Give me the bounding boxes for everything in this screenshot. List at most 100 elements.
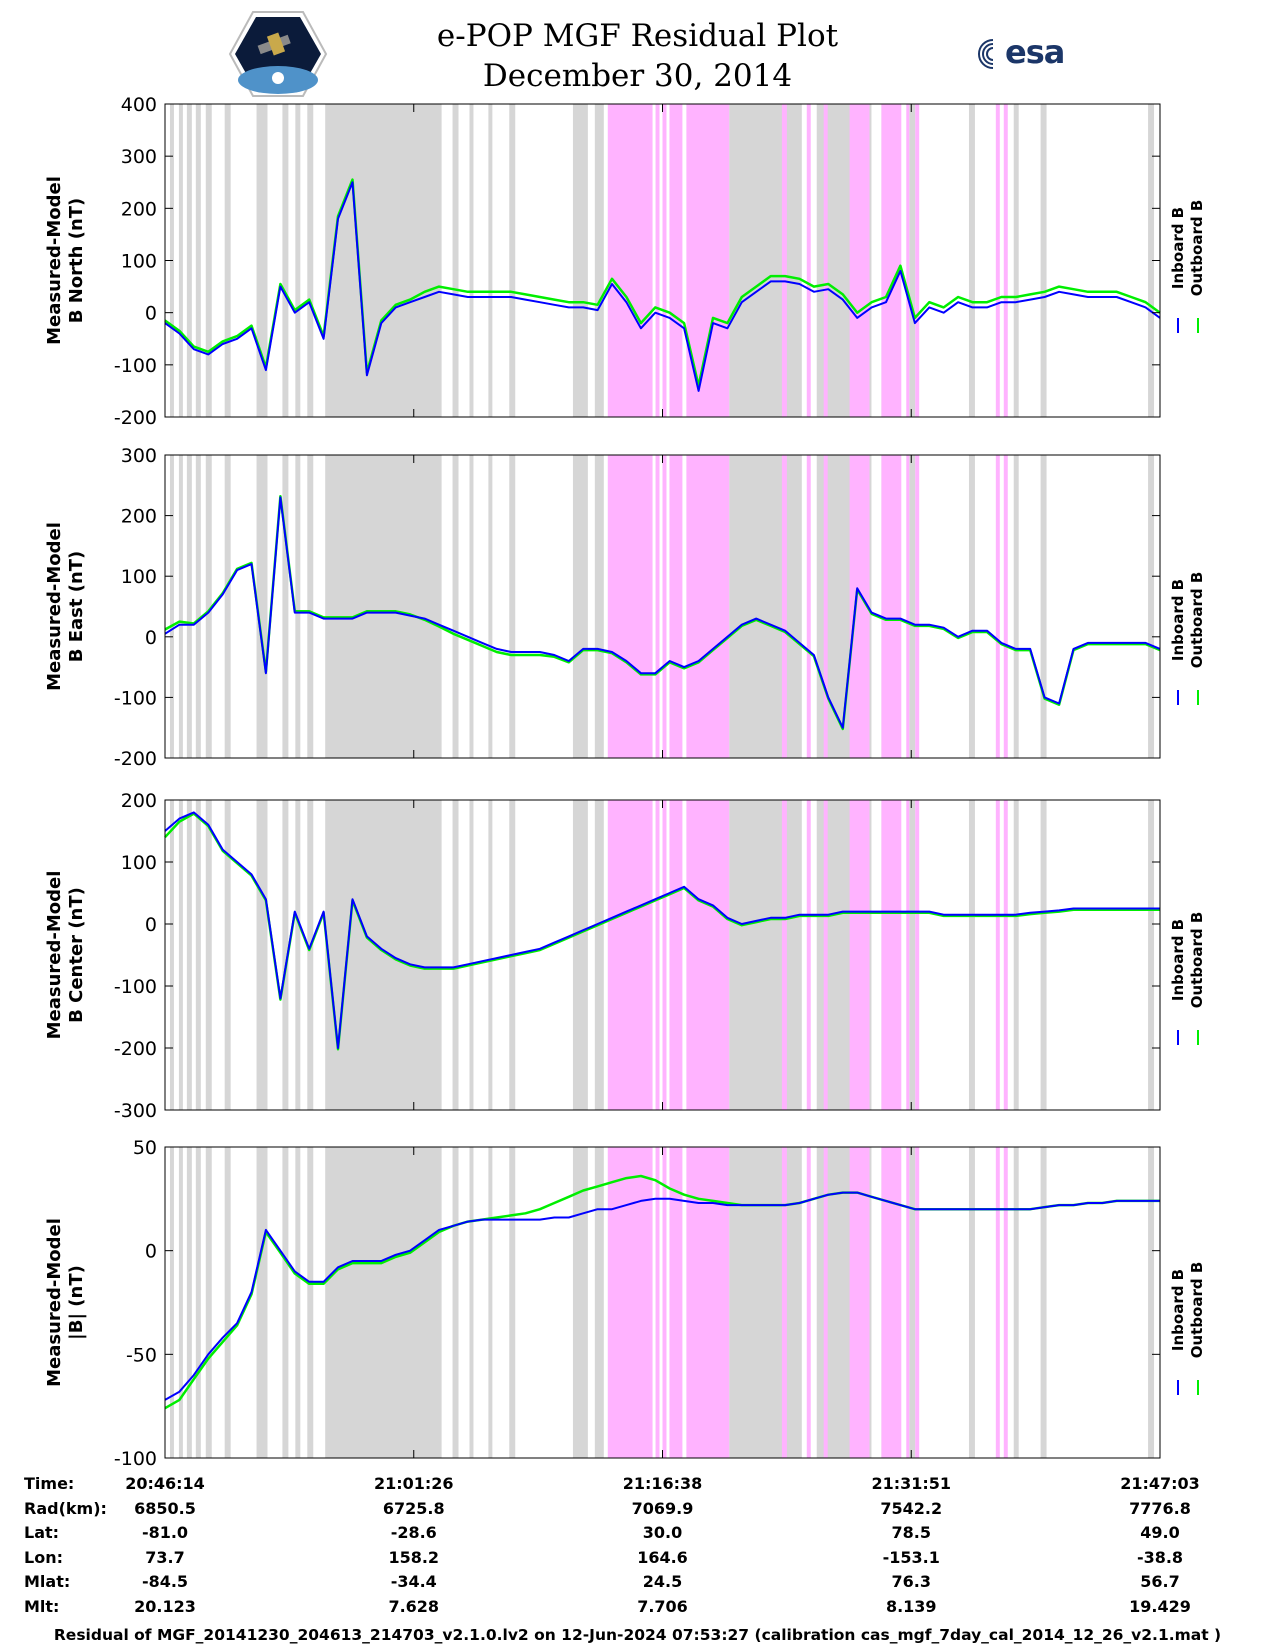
- legend-outboard-label: Outboard B: [1188, 1262, 1206, 1359]
- gray-band: [1013, 455, 1019, 758]
- table-row-label: Time:: [24, 1474, 75, 1493]
- y-axis-label-line1: Measured-Model: [44, 176, 65, 345]
- magenta-band: [915, 800, 920, 1110]
- gray-band: [195, 800, 201, 1110]
- table-cell: 6850.5: [134, 1498, 196, 1518]
- gray-band: [572, 1147, 588, 1458]
- series-inboard: [164, 1191, 1160, 1401]
- gray-band: [488, 800, 493, 1110]
- legend-inboard-label: Inboard B: [1169, 919, 1187, 1001]
- table-cell: 7542.2: [880, 1498, 943, 1518]
- gray-band: [572, 104, 588, 417]
- table-cell: 30.0: [642, 1523, 683, 1542]
- gray-band: [256, 455, 268, 758]
- magenta-band: [823, 455, 828, 758]
- y-tick-label: -200: [114, 1038, 157, 1060]
- y-tick-label: -100: [114, 355, 157, 377]
- magenta-band: [669, 800, 683, 1110]
- magenta-band: [655, 1147, 660, 1458]
- table-row-label: Mlt:: [24, 1596, 60, 1616]
- magenta-band: [655, 455, 660, 758]
- y-tick-label: -100: [114, 976, 157, 998]
- footer-note: Residual of MGF_20141230_204613_214703_v…: [53, 1626, 1222, 1644]
- magenta-band: [662, 800, 667, 1110]
- gray-band: [452, 455, 459, 758]
- gray-band: [325, 800, 442, 1110]
- magenta-band: [849, 800, 870, 1110]
- gray-band: [1148, 1147, 1155, 1458]
- gray-band: [295, 455, 301, 758]
- table-cell: -34.4: [390, 1572, 437, 1591]
- magenta-band: [849, 455, 870, 758]
- gray-band: [186, 104, 192, 417]
- gray-band: [1040, 1147, 1047, 1458]
- gray-band: [195, 104, 201, 417]
- gray-band: [256, 104, 268, 417]
- table-cell: -81.0: [141, 1523, 189, 1542]
- gray-band: [295, 1147, 301, 1458]
- y-tick-label: -100: [114, 1448, 157, 1470]
- table-cell: 158.2: [388, 1547, 440, 1567]
- gray-band: [509, 455, 516, 758]
- table-cell: 73.7: [145, 1547, 185, 1567]
- table-cell: 49.0: [1140, 1523, 1180, 1542]
- gray-band: [169, 800, 174, 1110]
- magenta-band: [781, 104, 787, 417]
- gray-band: [572, 800, 588, 1110]
- table-cell: 7776.8: [1129, 1498, 1191, 1518]
- gray-band: [488, 455, 493, 758]
- esa-logo-text: esa: [1005, 33, 1065, 71]
- table-cell: 6725.8: [382, 1498, 445, 1518]
- gray-band: [178, 455, 183, 758]
- gray-band: [1013, 104, 1019, 417]
- table-cell: 76.3: [891, 1572, 931, 1591]
- magenta-band: [995, 455, 1000, 758]
- y-axis-label-line1: Measured-Model: [44, 871, 65, 1040]
- gray-band: [195, 455, 201, 758]
- gray-band: [307, 1147, 314, 1458]
- gray-band: [488, 1147, 493, 1458]
- magenta-band: [849, 104, 870, 417]
- y-tick-label: 200: [121, 790, 157, 812]
- panel-center: 200 100 0 -100 -200 -300 Measured-Model B Cente…: [44, 790, 1206, 1122]
- table-cell: -84.5: [141, 1572, 189, 1591]
- y-tick-label: 300: [121, 445, 157, 467]
- table-cell: -38.8: [1136, 1547, 1184, 1567]
- y-tick-label: -200: [114, 407, 157, 429]
- legend-outboard-label: Outboard B: [1188, 912, 1206, 1009]
- gray-band: [572, 455, 588, 758]
- gray-band: [256, 1147, 268, 1458]
- gray-band: [968, 104, 975, 417]
- table-cell: 8.139: [885, 1596, 937, 1616]
- gray-band: [224, 1147, 231, 1458]
- gray-band: [186, 455, 192, 758]
- magenta-band: [906, 1147, 910, 1458]
- magenta-band: [607, 800, 653, 1110]
- gray-band: [452, 104, 459, 417]
- table-cell: 21:47:03: [1120, 1474, 1200, 1493]
- y-tick-label: 200: [121, 198, 157, 220]
- magenta-band: [906, 800, 910, 1110]
- magenta-band: [915, 1147, 920, 1458]
- y-tick-label: 0: [145, 627, 157, 649]
- table-cell: 20:46:14: [125, 1474, 205, 1493]
- gray-band: [469, 800, 474, 1110]
- y-tick-label: 100: [121, 251, 157, 273]
- gray-band: [452, 1147, 459, 1458]
- magenta-band: [662, 1147, 667, 1458]
- magenta-band: [995, 104, 1000, 417]
- gray-band: [1040, 104, 1047, 417]
- gray-band: [1013, 800, 1019, 1110]
- table-cell: 164.6: [637, 1547, 688, 1567]
- magenta-band: [823, 1147, 828, 1458]
- magenta-band: [662, 455, 667, 758]
- magenta-band: [669, 1147, 683, 1458]
- magenta-band: [806, 104, 811, 417]
- gray-band: [469, 1147, 474, 1458]
- panel-east: 300 200 100 0 -100 -200 Measured-Model B East (…: [44, 445, 1206, 770]
- y-axis-label-line2: B East (nT): [66, 551, 87, 663]
- magenta-band: [881, 104, 902, 417]
- gray-band: [729, 104, 762, 417]
- table-cell: -153.1: [882, 1547, 940, 1567]
